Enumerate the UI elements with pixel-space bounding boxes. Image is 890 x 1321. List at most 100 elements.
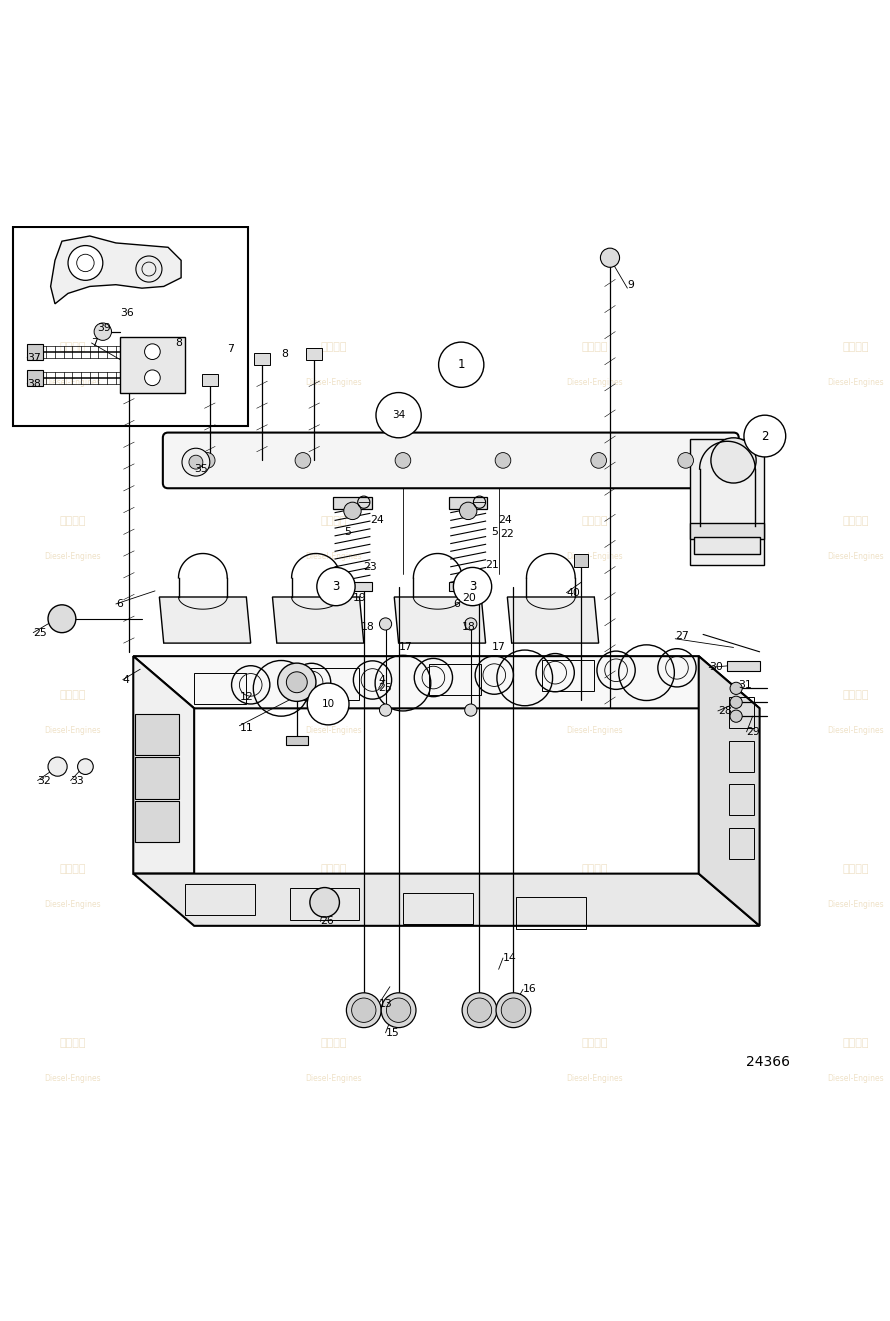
- Text: 紫发动力: 紫发动力: [320, 864, 346, 875]
- Text: Diesel-Engines: Diesel-Engines: [44, 900, 101, 909]
- Circle shape: [68, 246, 103, 280]
- Text: 24366: 24366: [747, 1055, 790, 1070]
- Text: 紫发动力: 紫发动力: [59, 517, 85, 526]
- Text: Diesel-Engines: Diesel-Engines: [44, 1074, 101, 1083]
- Bar: [290, 888, 360, 919]
- Text: 19: 19: [352, 593, 367, 602]
- Circle shape: [48, 605, 76, 633]
- Text: 紫发动力: 紫发动力: [581, 517, 608, 526]
- Text: 8: 8: [281, 349, 288, 359]
- Bar: [307, 668, 360, 700]
- Polygon shape: [699, 657, 759, 926]
- Text: 29: 29: [747, 727, 760, 737]
- Text: Diesel-Engines: Diesel-Engines: [44, 378, 101, 387]
- Text: 4: 4: [378, 675, 385, 684]
- Text: Diesel-Engines: Diesel-Engines: [827, 1074, 884, 1083]
- Text: Diesel-Engines: Diesel-Engines: [827, 552, 884, 560]
- Circle shape: [376, 392, 421, 437]
- Bar: [13, 227, 248, 425]
- Circle shape: [352, 999, 376, 1022]
- Bar: [449, 583, 488, 590]
- Text: Diesel-Engines: Diesel-Engines: [566, 900, 623, 909]
- Circle shape: [379, 618, 392, 630]
- Polygon shape: [120, 337, 185, 392]
- Text: Diesel-Engines: Diesel-Engines: [566, 725, 623, 734]
- Bar: [403, 893, 473, 925]
- Text: 7: 7: [92, 338, 99, 347]
- Text: 3: 3: [332, 580, 340, 593]
- Text: 紫发动力: 紫发动力: [581, 1038, 608, 1049]
- Bar: [27, 370, 43, 386]
- Bar: [542, 659, 595, 691]
- Text: 紫发动力: 紫发动力: [59, 1038, 85, 1049]
- Text: 14: 14: [503, 952, 517, 963]
- Bar: [135, 757, 179, 799]
- Text: 15: 15: [385, 1028, 400, 1038]
- Text: 紫发动力: 紫发动力: [842, 517, 869, 526]
- Circle shape: [199, 453, 215, 468]
- Text: 22: 22: [500, 530, 514, 539]
- Polygon shape: [134, 657, 194, 873]
- Circle shape: [346, 993, 381, 1028]
- Circle shape: [395, 453, 411, 468]
- Circle shape: [48, 757, 67, 777]
- Circle shape: [278, 663, 316, 701]
- Polygon shape: [507, 597, 599, 643]
- Text: 紫发动力: 紫发动力: [581, 864, 608, 875]
- Text: Diesel-Engines: Diesel-Engines: [566, 552, 623, 560]
- Bar: [729, 697, 754, 728]
- Bar: [694, 536, 759, 555]
- Text: 39: 39: [97, 324, 110, 333]
- Text: Diesel-Engines: Diesel-Engines: [44, 725, 101, 734]
- Circle shape: [439, 342, 484, 387]
- Bar: [449, 497, 488, 509]
- Bar: [516, 897, 586, 929]
- Circle shape: [381, 993, 416, 1028]
- Bar: [306, 349, 322, 361]
- Text: 紫发动力: 紫发动力: [320, 342, 346, 353]
- Text: 17: 17: [491, 642, 506, 653]
- Circle shape: [601, 248, 619, 267]
- Bar: [690, 523, 764, 539]
- Text: 9: 9: [627, 280, 635, 289]
- Text: 18: 18: [462, 622, 476, 633]
- Polygon shape: [159, 597, 251, 643]
- Text: 6: 6: [116, 598, 123, 609]
- Bar: [185, 884, 255, 915]
- Circle shape: [730, 696, 742, 708]
- Circle shape: [744, 415, 786, 457]
- Text: 紫发动力: 紫发动力: [59, 691, 85, 700]
- Bar: [334, 497, 372, 509]
- Text: Diesel-Engines: Diesel-Engines: [827, 378, 884, 387]
- Bar: [135, 713, 179, 756]
- Bar: [574, 555, 588, 567]
- Text: 23: 23: [363, 561, 376, 572]
- Text: 12: 12: [239, 692, 253, 701]
- Circle shape: [465, 704, 477, 716]
- Text: 25: 25: [33, 627, 47, 638]
- Bar: [729, 827, 754, 859]
- Text: 紫发动力: 紫发动力: [59, 342, 85, 353]
- Circle shape: [711, 437, 756, 483]
- Circle shape: [317, 568, 355, 606]
- Circle shape: [182, 448, 210, 476]
- Text: 35: 35: [194, 464, 208, 474]
- Text: 紫发动力: 紫发动力: [320, 691, 346, 700]
- Circle shape: [386, 999, 411, 1022]
- Text: Diesel-Engines: Diesel-Engines: [305, 900, 361, 909]
- Circle shape: [77, 758, 93, 774]
- Text: 26: 26: [320, 917, 334, 926]
- Text: 3: 3: [469, 580, 476, 593]
- Text: Diesel-Engines: Diesel-Engines: [44, 552, 101, 560]
- Circle shape: [189, 456, 203, 469]
- Circle shape: [678, 453, 693, 468]
- Polygon shape: [394, 597, 486, 643]
- Text: 13: 13: [378, 999, 392, 1009]
- Circle shape: [310, 888, 339, 917]
- Circle shape: [344, 502, 361, 519]
- Text: 4: 4: [123, 675, 130, 684]
- Text: 紫发动力: 紫发动力: [320, 1038, 346, 1049]
- Circle shape: [144, 343, 160, 359]
- Text: Diesel-Engines: Diesel-Engines: [305, 378, 361, 387]
- Circle shape: [462, 993, 497, 1028]
